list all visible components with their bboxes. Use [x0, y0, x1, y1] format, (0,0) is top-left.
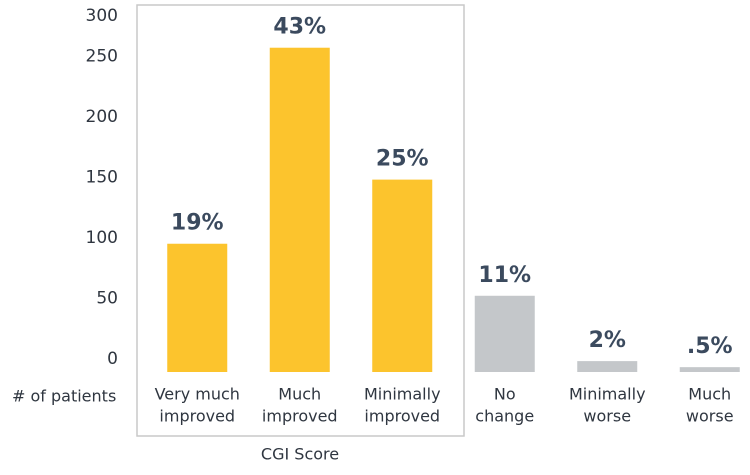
x-tick-label: Minimally [569, 385, 646, 404]
y-tick-label: 50 [96, 289, 118, 309]
group-label: CGI Score [261, 445, 339, 464]
x-tick-label: worse [583, 407, 631, 426]
group-box [136, 4, 465, 437]
bar-label: .5% [687, 334, 733, 359]
bar [167, 243, 228, 372]
bar-label: 43% [273, 15, 326, 40]
y-tick-label: 0 [107, 349, 118, 369]
y-tick-label: 300 [86, 6, 118, 26]
bar [269, 47, 330, 372]
bar-label: 19% [171, 211, 224, 236]
x-tick-label: Very much [155, 385, 240, 404]
x-tick-label: improved [159, 407, 235, 426]
y-tick-label: 100 [86, 228, 118, 248]
bar [679, 367, 740, 372]
x-tick-label: improved [262, 407, 338, 426]
bar [577, 361, 638, 372]
bar-label: 25% [376, 147, 429, 172]
x-tick-label: No [494, 385, 516, 404]
bar-label: 2% [589, 328, 626, 353]
y-tick-label: 200 [86, 107, 118, 127]
x-tick-label: Minimally [364, 385, 441, 404]
x-tick-label: Much [278, 385, 321, 404]
x-tick-label: Much [688, 385, 731, 404]
y-tick-label: 150 [86, 168, 118, 188]
bar-label: 11% [478, 263, 531, 288]
x-tick-label: worse [686, 407, 734, 426]
x-tick-label: change [475, 407, 534, 426]
bar [474, 295, 535, 372]
y-tick-label: 250 [86, 47, 118, 67]
y-axis-label: # of patients [12, 387, 116, 406]
x-tick-label: improved [364, 407, 440, 426]
bar [372, 179, 433, 372]
